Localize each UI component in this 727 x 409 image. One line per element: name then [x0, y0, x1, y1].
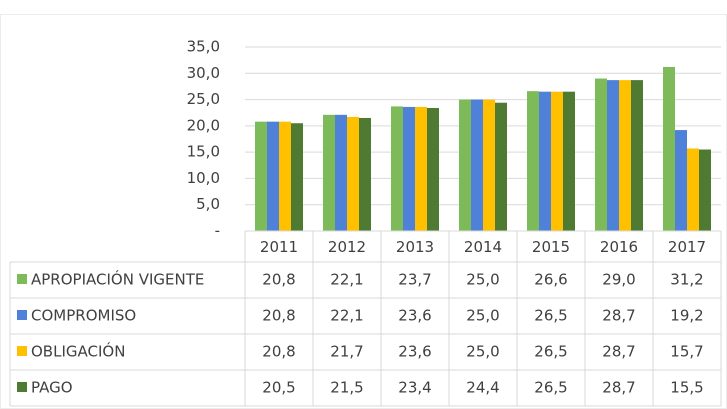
bar — [483, 99, 495, 231]
bar — [563, 91, 575, 231]
legend-swatch — [17, 274, 27, 284]
bar — [687, 148, 699, 231]
legend-label: OBLIGACIÓN — [31, 342, 125, 361]
y-tick-label: 5,0 — [196, 195, 220, 213]
table-value: 26,5 — [534, 343, 567, 361]
bar — [631, 80, 643, 232]
table-value: 25,0 — [466, 271, 499, 289]
legend-label: COMPROMISO — [31, 307, 136, 325]
bar — [323, 114, 335, 231]
bar — [527, 91, 539, 231]
table-value: 29,0 — [602, 271, 635, 289]
table-value: 20,8 — [262, 271, 295, 289]
x-tick-label: 2015 — [532, 238, 570, 256]
y-tick-label: 30,0 — [187, 64, 220, 82]
x-tick-label: 2017 — [668, 238, 706, 256]
x-tick-label: 2013 — [396, 238, 434, 256]
table-value: 22,1 — [330, 307, 363, 325]
table-value: 23,6 — [398, 307, 431, 325]
legend-label: APROPIACIÓN VIGENTE — [31, 270, 204, 289]
bar — [539, 91, 551, 231]
bar — [347, 116, 359, 231]
table-value: 23,6 — [398, 343, 431, 361]
x-tick-label: 2011 — [260, 238, 298, 256]
table-value: 31,2 — [670, 271, 703, 289]
bar — [663, 66, 675, 231]
y-tick-label: 10,0 — [187, 169, 220, 187]
bar — [595, 78, 607, 232]
y-tick-label: 25,0 — [187, 90, 220, 108]
legend-swatch — [17, 346, 27, 356]
bar — [255, 121, 267, 231]
bar — [699, 149, 711, 231]
table-value: 24,4 — [466, 379, 499, 397]
table-value: 20,8 — [262, 343, 295, 361]
bar — [391, 106, 403, 231]
bar — [415, 106, 427, 231]
bar — [551, 91, 563, 231]
y-tick-label: 15,0 — [187, 143, 220, 161]
bar — [471, 99, 483, 231]
table-value: 26,6 — [534, 271, 567, 289]
table-value: 26,5 — [534, 379, 567, 397]
x-tick-label: 2016 — [600, 238, 638, 256]
table-value: 25,0 — [466, 343, 499, 361]
table-value: 23,7 — [398, 271, 431, 289]
bar — [675, 130, 687, 231]
table-value: 15,7 — [670, 343, 703, 361]
legend-swatch — [17, 382, 27, 392]
table-value: 20,5 — [262, 379, 295, 397]
bar — [291, 123, 303, 231]
bar — [495, 102, 507, 232]
bar — [335, 114, 347, 231]
table-value: 21,7 — [330, 343, 363, 361]
y-tick-label: - — [215, 222, 220, 240]
legend-label: PAGO — [31, 379, 73, 397]
bar — [619, 80, 631, 232]
bar — [403, 106, 415, 231]
table-value: 22,1 — [330, 271, 363, 289]
table-value: 20,8 — [262, 307, 295, 325]
bar — [279, 121, 291, 231]
y-tick-label: 20,0 — [187, 116, 220, 134]
x-tick-label: 2012 — [328, 238, 366, 256]
table-value: 25,0 — [466, 307, 499, 325]
table-value: 23,4 — [398, 379, 431, 397]
bar — [267, 121, 279, 231]
y-tick-label: 35,0 — [187, 38, 220, 56]
legend-swatch — [17, 310, 27, 320]
table-value: 19,2 — [670, 307, 703, 325]
x-tick-label: 2014 — [464, 238, 502, 256]
table-value: 26,5 — [534, 307, 567, 325]
table-value: 21,5 — [330, 379, 363, 397]
table-value: 15,5 — [670, 379, 703, 397]
table-value: 28,7 — [602, 307, 635, 325]
table-value: 28,7 — [602, 343, 635, 361]
bar — [427, 107, 439, 231]
table-value: 28,7 — [602, 379, 635, 397]
bar — [359, 117, 371, 231]
bar — [607, 80, 619, 232]
bar — [459, 99, 471, 231]
